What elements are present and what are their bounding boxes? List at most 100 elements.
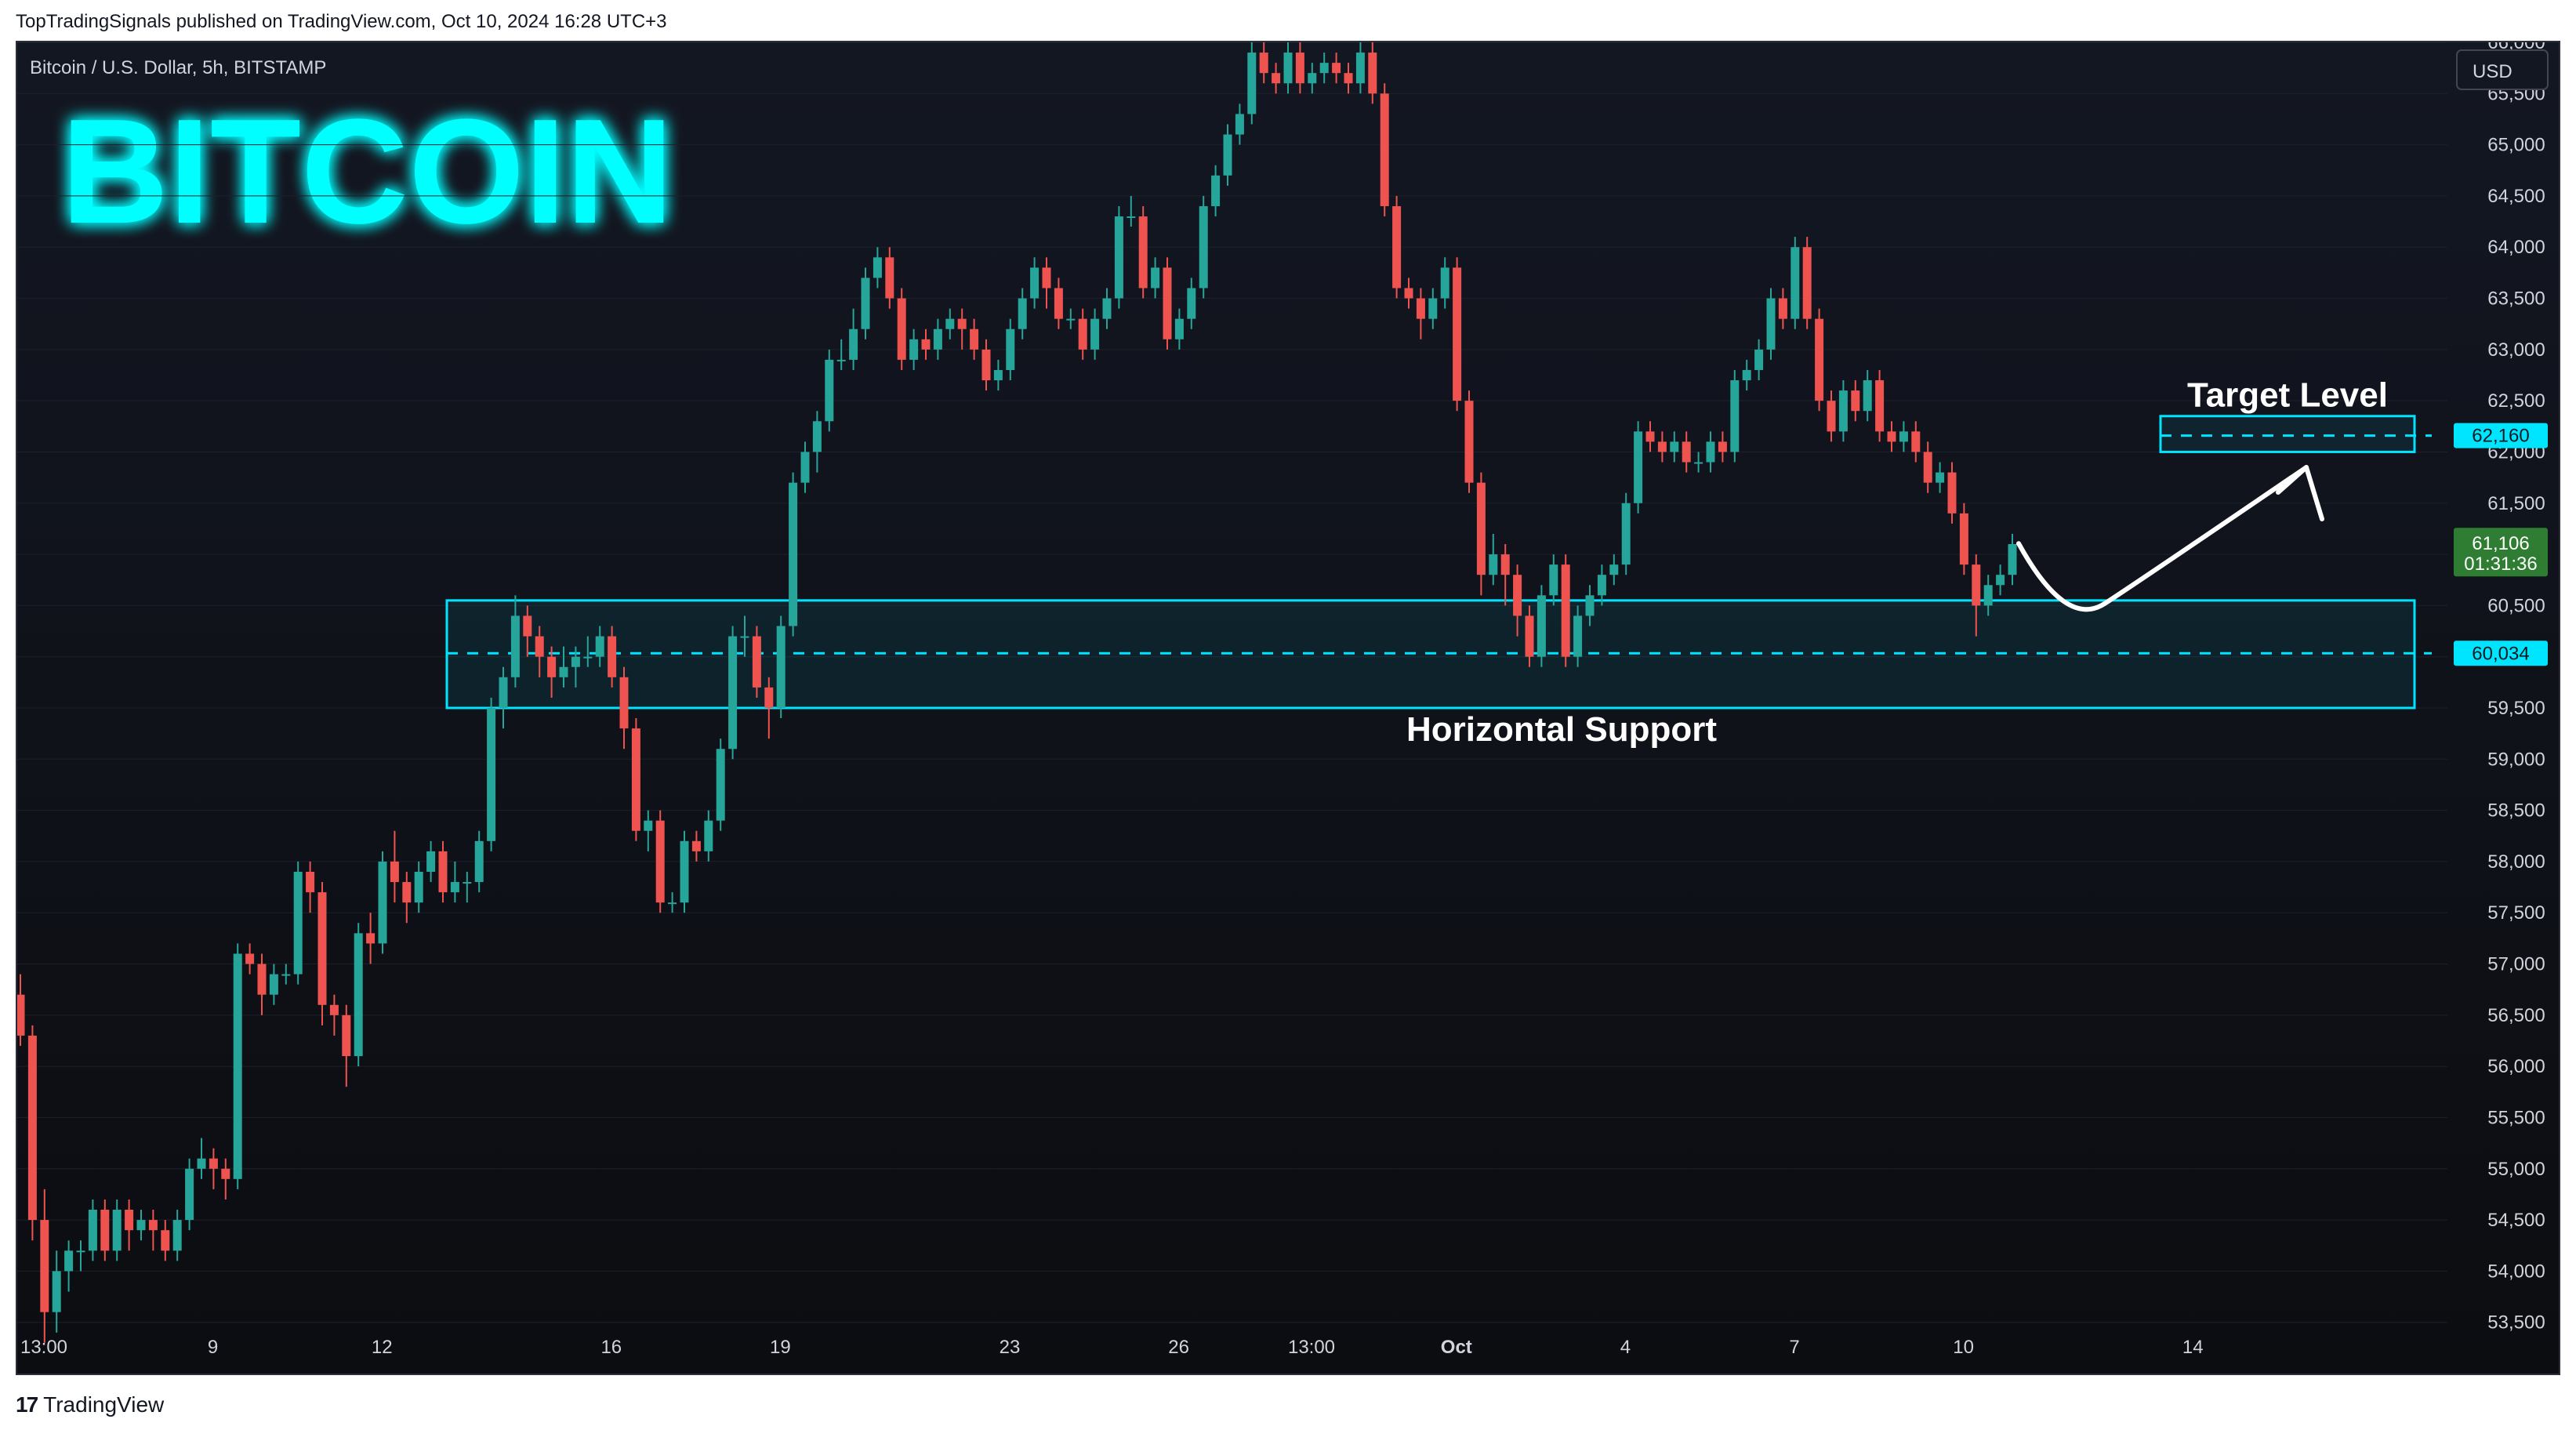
candle-body (1670, 441, 1679, 452)
candle-body (776, 626, 785, 708)
candle-body (1561, 564, 1570, 657)
candle-body (1621, 503, 1631, 565)
candle-body (1066, 318, 1076, 321)
projection-arrow (2016, 465, 2324, 612)
candle-body (1428, 298, 1438, 319)
current-price-tag (2454, 528, 2548, 577)
candle-body (354, 933, 363, 1057)
candle-body (1054, 288, 1063, 319)
candle-body (233, 953, 242, 1179)
candle-body (1706, 441, 1715, 463)
candle-body (583, 656, 593, 659)
candle-body (1078, 318, 1087, 350)
candle-body (1500, 554, 1510, 575)
price-axis-label: 64,500 (2487, 186, 2545, 207)
candle-body (1199, 205, 1208, 289)
price-axis-label: 56,000 (2487, 1056, 2545, 1077)
time-axis-label: Oct (1441, 1337, 1472, 1358)
candle-body (1332, 63, 1341, 74)
candle-body (1042, 267, 1051, 289)
candle-body (27, 1035, 37, 1221)
candle-body (704, 820, 713, 851)
candle-body (17, 994, 25, 1036)
price-axis-label: 54,500 (2487, 1210, 2545, 1231)
candle-body (825, 359, 834, 422)
candle-body (993, 369, 1003, 381)
candle-body (873, 257, 882, 278)
time-axis-label: 26 (1168, 1337, 1189, 1358)
candle-body (1283, 53, 1293, 84)
chart-panel[interactable]: Bitcoin / U.S. Dollar, 5h, BITSTAMP BITC… (16, 41, 2560, 1375)
candle-body (1923, 452, 1932, 483)
price-tags: 62,160 60,034 61,106 01:31:36 (2454, 423, 2548, 666)
candlestick-chart[interactable]: Bitcoin / U.S. Dollar, 5h, BITSTAMP BITC… (17, 42, 2559, 1374)
candle-body (752, 636, 761, 688)
candle-body (197, 1158, 206, 1169)
time-axis-label: 12 (372, 1337, 393, 1358)
candle-body (1223, 134, 1232, 176)
footer[interactable]: 17 TradingView (16, 1391, 164, 1419)
candle-body (1319, 63, 1329, 74)
candle-body (1802, 247, 1812, 319)
candle-body (1525, 615, 1534, 657)
candle-body (1791, 247, 1800, 319)
annotation-labels: Target Level Horizontal Support (1406, 376, 2388, 749)
candle-body (571, 656, 580, 667)
candle-body (245, 953, 255, 964)
candle-body (1174, 318, 1184, 339)
candle-body (1778, 298, 1787, 319)
candle-body (1476, 482, 1486, 575)
candle-body (1742, 369, 1751, 381)
candle-body (161, 1230, 170, 1251)
candle-body (1440, 267, 1449, 299)
candle-body (1380, 93, 1389, 206)
currency-button[interactable]: USD (2456, 49, 2549, 90)
candle-body (1416, 298, 1425, 319)
candle-body (1489, 554, 1498, 575)
candle-body (644, 820, 653, 831)
candle-body (1513, 575, 1522, 616)
candle-body (595, 636, 604, 657)
currency-button-label: USD (2473, 61, 2513, 82)
price-axis-label: 55,500 (2487, 1107, 2545, 1128)
candle-body (414, 871, 423, 903)
time-axis-label: 4 (1620, 1337, 1631, 1358)
candle-body (1609, 564, 1619, 575)
candle-body (1947, 472, 1957, 514)
time-axis[interactable]: 13:00 9 12 16 19 23 26 13:00 Oct 4 7 10 14 (20, 1337, 2204, 1358)
candle-body (329, 1004, 339, 1015)
tradingview-logo-icon: 17 (16, 1392, 38, 1417)
price-axis[interactable]: 53,500 54,000 54,500 55,000 55,500 56,000 56,5… (2487, 42, 2545, 1334)
candle-body (1259, 53, 1268, 74)
candle-body (608, 636, 617, 677)
time-axis-label: 13:00 (1288, 1337, 1335, 1358)
price-axis-label: 64,000 (2487, 237, 2545, 258)
candle-body (535, 636, 544, 657)
published-info: TopTradingSignals published on TradingVi… (16, 11, 667, 32)
price-axis-label: 58,500 (2487, 800, 2545, 822)
candle-body (1585, 595, 1595, 616)
price-axis-label: 65,000 (2487, 135, 2545, 156)
candle-body (849, 328, 858, 360)
candle-body (1996, 575, 2005, 586)
candle-body (474, 840, 484, 883)
candle-body (136, 1220, 146, 1231)
price-axis-label: 53,500 (2487, 1312, 2545, 1334)
target-level-label: Target Level (2187, 376, 2388, 415)
tradingview-brand: TradingView (43, 1392, 165, 1417)
candle-body (1766, 298, 1776, 350)
target-zone-box (2159, 415, 2416, 453)
price-axis-label: 63,500 (2487, 289, 2545, 310)
chart-big-title: BITCOIN (61, 89, 673, 255)
candle-body (88, 1210, 97, 1251)
annotation-zones (445, 415, 2432, 710)
candle-body (1887, 431, 1896, 442)
candle-body (981, 349, 991, 381)
time-axis-label: 13:00 (20, 1337, 67, 1358)
candle-body (499, 677, 508, 708)
candle-body (740, 636, 749, 638)
candle-body (1863, 380, 1872, 412)
candle-body (366, 933, 376, 944)
candle-body (317, 892, 327, 1005)
candle-body (1272, 73, 1281, 84)
